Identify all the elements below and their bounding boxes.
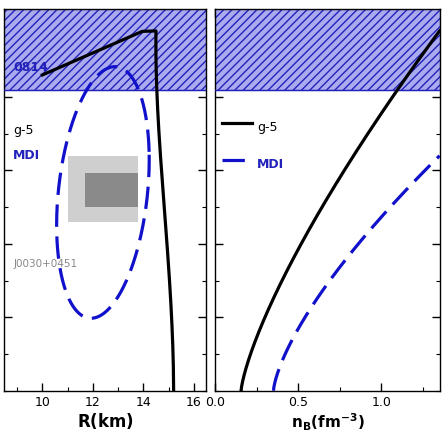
X-axis label: $\mathbf{R(km)}$: $\mathbf{R(km)}$ — [77, 411, 134, 432]
Text: 0814: 0814 — [13, 60, 48, 74]
Bar — [85, 173, 138, 207]
Text: MDI: MDI — [13, 149, 40, 162]
X-axis label: $\mathbf{n_B(fm^{-3})}$: $\mathbf{n_B(fm^{-3})}$ — [291, 411, 364, 433]
Text: g-5: g-5 — [257, 121, 278, 135]
Text: g-5: g-5 — [13, 124, 34, 137]
Text: J0030+0451: J0030+0451 — [13, 259, 77, 270]
Text: MDI: MDI — [257, 158, 284, 171]
Bar — [67, 156, 138, 222]
